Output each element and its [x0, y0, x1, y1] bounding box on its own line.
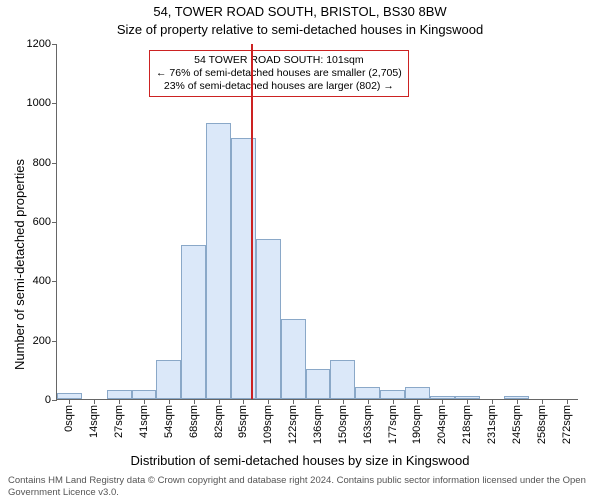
- x-tick-mark: [243, 399, 244, 404]
- x-tick-label: 0sqm: [63, 405, 75, 432]
- attribution-text: Contains HM Land Registry data © Crown c…: [8, 475, 592, 498]
- x-tick-mark: [169, 399, 170, 404]
- x-tick-label: 122sqm: [287, 405, 299, 444]
- y-axis-label: Number of semi-detached properties: [12, 159, 27, 370]
- y-tick-mark: [52, 341, 57, 342]
- x-tick-label: 54sqm: [163, 405, 175, 438]
- y-tick-mark: [52, 163, 57, 164]
- x-tick-mark: [94, 399, 95, 404]
- x-tick-mark: [144, 399, 145, 404]
- y-tick-label: 1200: [27, 38, 51, 50]
- histogram-bar: [206, 123, 231, 399]
- x-tick-mark: [268, 399, 269, 404]
- histogram-bar: [355, 387, 380, 399]
- chart-title-line1: 54, TOWER ROAD SOUTH, BRISTOL, BS30 8BW: [0, 4, 600, 19]
- y-tick-label: 400: [33, 275, 51, 287]
- annotation-line1: 54 TOWER ROAD SOUTH: 101sqm: [156, 54, 402, 67]
- y-tick-mark: [52, 44, 57, 45]
- x-tick-mark: [492, 399, 493, 404]
- x-tick-label: 258sqm: [536, 405, 548, 444]
- x-tick-label: 14sqm: [88, 405, 100, 438]
- x-tick-label: 27sqm: [113, 405, 125, 438]
- x-tick-label: 82sqm: [213, 405, 225, 438]
- x-tick-mark: [318, 399, 319, 404]
- histogram-bar: [281, 319, 306, 399]
- chart-container: 54, TOWER ROAD SOUTH, BRISTOL, BS30 8BW …: [0, 0, 600, 500]
- x-tick-mark: [542, 399, 543, 404]
- x-tick-label: 190sqm: [411, 405, 423, 444]
- histogram-bar: [181, 245, 206, 399]
- histogram-bar: [306, 369, 331, 399]
- histogram-bar: [380, 390, 405, 399]
- x-tick-label: 95sqm: [237, 405, 249, 438]
- y-tick-mark: [52, 222, 57, 223]
- x-tick-mark: [219, 399, 220, 404]
- x-tick-mark: [293, 399, 294, 404]
- x-tick-label: 245sqm: [511, 405, 523, 444]
- y-tick-mark: [52, 281, 57, 282]
- y-tick-label: 1000: [27, 97, 51, 109]
- x-tick-label: 163sqm: [362, 405, 374, 444]
- x-tick-mark: [119, 399, 120, 404]
- chart-title-line2: Size of property relative to semi-detach…: [0, 22, 600, 37]
- annotation-line2: ← 76% of semi-detached houses are smalle…: [156, 67, 402, 80]
- histogram-bar: [107, 390, 132, 399]
- x-tick-mark: [343, 399, 344, 404]
- x-tick-label: 68sqm: [188, 405, 200, 438]
- x-tick-label: 136sqm: [312, 405, 324, 444]
- x-tick-mark: [194, 399, 195, 404]
- x-tick-mark: [69, 399, 70, 404]
- histogram-bar: [330, 360, 355, 399]
- x-tick-mark: [567, 399, 568, 404]
- y-tick-label: 600: [33, 216, 51, 228]
- x-tick-mark: [442, 399, 443, 404]
- x-tick-label: 41sqm: [138, 405, 150, 438]
- x-tick-label: 218sqm: [461, 405, 473, 444]
- histogram-bar: [256, 239, 281, 399]
- x-tick-label: 150sqm: [337, 405, 349, 444]
- y-tick-mark: [52, 400, 57, 401]
- annotation-line3: 23% of semi-detached houses are larger (…: [156, 80, 402, 93]
- histogram-bar: [132, 390, 157, 399]
- x-axis-label: Distribution of semi-detached houses by …: [0, 453, 600, 468]
- x-tick-mark: [393, 399, 394, 404]
- histogram-bar: [156, 360, 181, 399]
- x-tick-label: 204sqm: [436, 405, 448, 444]
- x-tick-label: 109sqm: [262, 405, 274, 444]
- x-tick-label: 272sqm: [561, 405, 573, 444]
- annotation-box: 54 TOWER ROAD SOUTH: 101sqm ← 76% of sem…: [149, 50, 409, 97]
- histogram-bar: [405, 387, 430, 399]
- y-tick-label: 800: [33, 157, 51, 169]
- x-tick-mark: [517, 399, 518, 404]
- x-tick-mark: [467, 399, 468, 404]
- plot-area: 54 TOWER ROAD SOUTH: 101sqm ← 76% of sem…: [56, 44, 578, 400]
- y-tick-label: 0: [45, 394, 51, 406]
- marker-line: [251, 44, 253, 399]
- y-tick-label: 200: [33, 335, 51, 347]
- x-tick-label: 177sqm: [387, 405, 399, 444]
- x-tick-mark: [417, 399, 418, 404]
- y-tick-mark: [52, 103, 57, 104]
- x-tick-mark: [368, 399, 369, 404]
- x-tick-label: 231sqm: [486, 405, 498, 444]
